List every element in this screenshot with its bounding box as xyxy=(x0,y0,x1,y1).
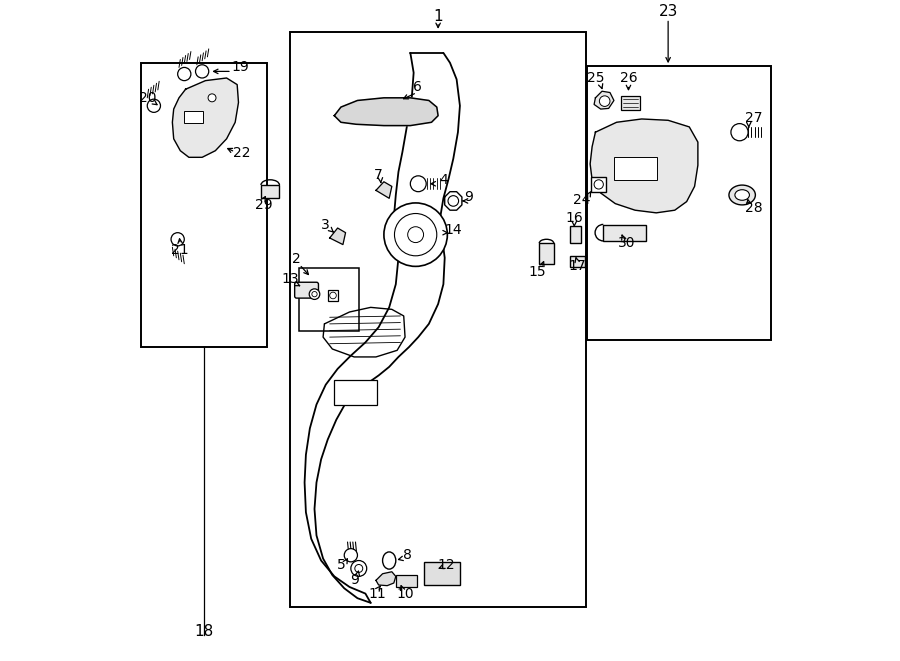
Bar xyxy=(300,268,359,330)
Circle shape xyxy=(448,196,459,206)
Circle shape xyxy=(731,124,748,141)
Circle shape xyxy=(394,214,436,256)
Text: 16: 16 xyxy=(565,211,583,225)
Ellipse shape xyxy=(382,552,396,569)
Bar xyxy=(424,562,460,585)
Circle shape xyxy=(599,96,610,106)
Polygon shape xyxy=(376,182,392,198)
Circle shape xyxy=(329,292,337,299)
Circle shape xyxy=(195,65,209,78)
Polygon shape xyxy=(590,119,698,213)
Text: 13: 13 xyxy=(281,272,299,286)
Bar xyxy=(261,185,280,198)
Text: 14: 14 xyxy=(445,223,462,237)
Bar xyxy=(571,256,585,267)
Bar xyxy=(620,96,641,110)
Bar xyxy=(571,226,580,243)
Text: 26: 26 xyxy=(620,71,637,85)
Circle shape xyxy=(171,233,184,246)
Text: 1: 1 xyxy=(433,9,443,24)
Ellipse shape xyxy=(735,190,750,200)
Bar xyxy=(539,243,554,264)
Text: 4: 4 xyxy=(439,173,448,187)
Circle shape xyxy=(351,561,366,576)
Text: 10: 10 xyxy=(396,586,414,601)
Circle shape xyxy=(208,94,216,102)
Polygon shape xyxy=(334,98,438,126)
Text: 17: 17 xyxy=(568,258,586,273)
Circle shape xyxy=(410,176,427,192)
Circle shape xyxy=(384,203,447,266)
Circle shape xyxy=(312,292,317,297)
Circle shape xyxy=(148,99,160,112)
Circle shape xyxy=(177,67,191,81)
Text: 3: 3 xyxy=(321,217,330,232)
Text: 20: 20 xyxy=(139,91,156,105)
Text: 2: 2 xyxy=(292,252,301,266)
Bar xyxy=(587,66,770,340)
Text: 5: 5 xyxy=(337,558,346,572)
Circle shape xyxy=(594,180,603,189)
Text: 18: 18 xyxy=(194,624,213,639)
Bar xyxy=(290,32,586,607)
Polygon shape xyxy=(594,91,614,109)
Bar xyxy=(141,63,267,347)
Text: 22: 22 xyxy=(233,146,250,161)
FancyBboxPatch shape xyxy=(294,282,319,298)
Text: 9: 9 xyxy=(464,190,473,204)
Bar xyxy=(396,575,417,587)
Text: 19: 19 xyxy=(231,60,249,75)
Text: 7: 7 xyxy=(374,168,383,182)
Bar xyxy=(591,177,606,192)
Text: 28: 28 xyxy=(745,201,763,215)
Text: 25: 25 xyxy=(587,71,604,85)
Polygon shape xyxy=(329,228,346,245)
Bar xyxy=(184,111,202,123)
Polygon shape xyxy=(173,78,238,157)
Text: 12: 12 xyxy=(438,558,455,572)
Text: 15: 15 xyxy=(528,265,546,280)
Ellipse shape xyxy=(729,185,755,205)
Text: 29: 29 xyxy=(255,198,273,212)
Text: 9: 9 xyxy=(350,573,358,588)
Circle shape xyxy=(310,289,320,299)
Text: 11: 11 xyxy=(368,586,386,601)
Text: 6: 6 xyxy=(412,80,421,95)
Bar xyxy=(614,157,657,180)
Text: 27: 27 xyxy=(745,110,763,125)
Text: 24: 24 xyxy=(573,192,591,207)
Bar xyxy=(328,290,338,301)
Bar xyxy=(334,380,377,405)
Text: 21: 21 xyxy=(172,243,189,257)
Text: 23: 23 xyxy=(659,5,678,19)
Polygon shape xyxy=(376,572,396,586)
Circle shape xyxy=(355,564,363,572)
Text: 30: 30 xyxy=(618,236,636,251)
Bar xyxy=(603,225,646,241)
Circle shape xyxy=(344,549,357,562)
Text: 8: 8 xyxy=(402,548,411,563)
Circle shape xyxy=(408,227,424,243)
